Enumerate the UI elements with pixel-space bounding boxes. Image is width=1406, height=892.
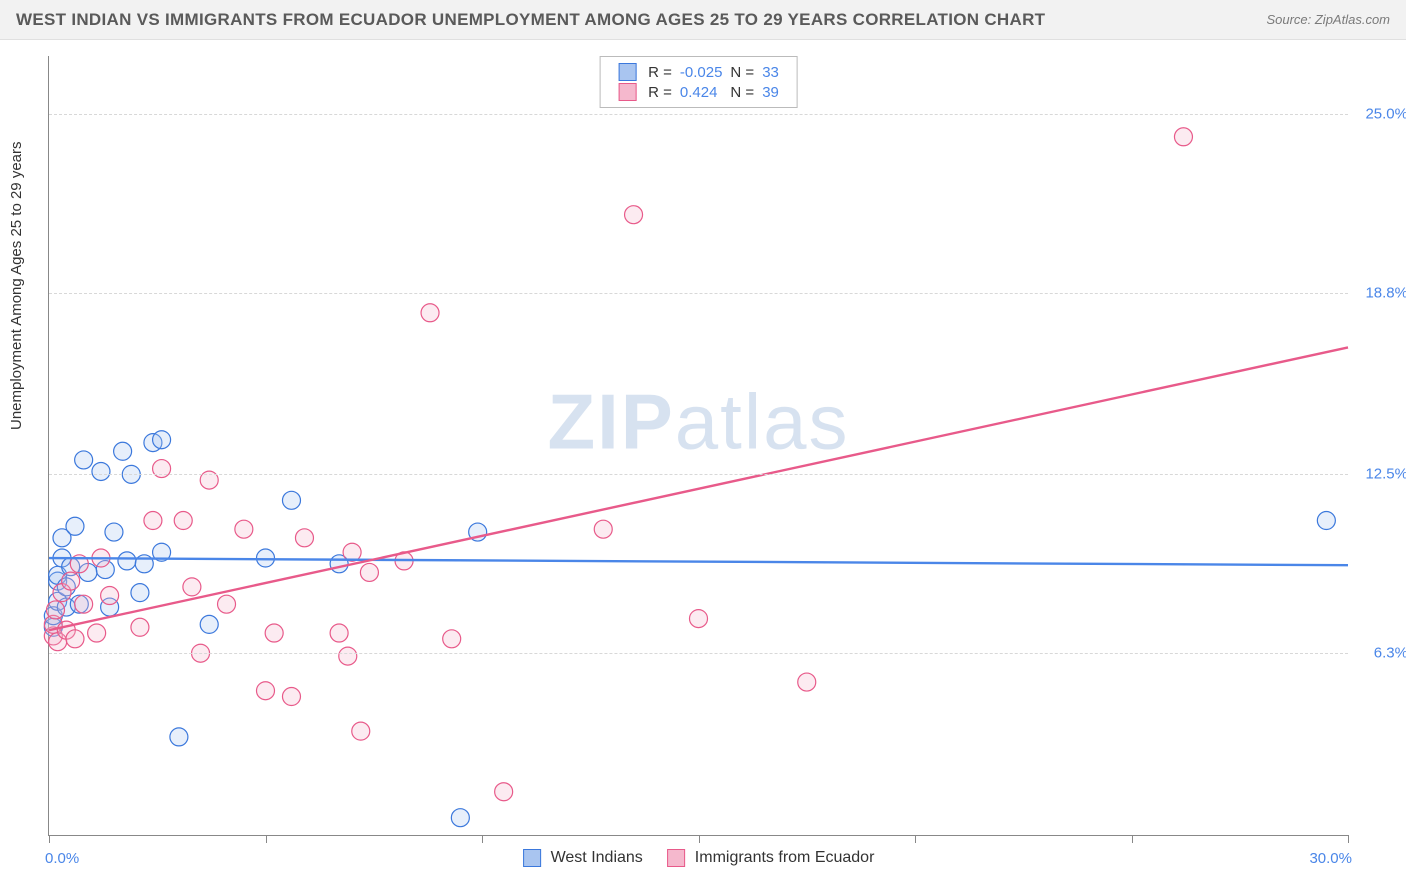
data-point-series-1 [174, 512, 192, 530]
source-attribution: Source: ZipAtlas.com [1266, 12, 1390, 27]
gridline-h [49, 653, 1348, 654]
x-tick [915, 835, 916, 843]
legend-bottom-label-1: Immigrants from Ecuador [695, 849, 875, 867]
x-tick [699, 835, 700, 843]
legend-row-1: R = 0.424 N = 39 [618, 83, 779, 101]
gridline-h [49, 474, 1348, 475]
data-point-series-1 [690, 610, 708, 628]
gridline-h [49, 114, 1348, 115]
r-label-0: R = [648, 63, 672, 81]
y-tick-label: 6.3% [1374, 645, 1406, 662]
data-point-series-1 [495, 783, 513, 801]
data-point-series-1 [443, 630, 461, 648]
correlation-legend: R = -0.025 N = 33 R = 0.424 N = 39 [599, 56, 798, 108]
plot-area: ZIPatlas R = -0.025 N = 33 R = 0.424 N =… [48, 56, 1348, 836]
scatter-plot-svg [49, 56, 1348, 835]
legend-row-0: R = -0.025 N = 33 [618, 63, 779, 81]
data-point-series-1 [101, 587, 119, 605]
x-axis-max-label: 30.0% [1309, 850, 1352, 867]
n-label-0: N = [730, 63, 754, 81]
x-tick [1348, 835, 1349, 843]
n-label-1: N = [730, 83, 754, 101]
y-tick-label: 18.8% [1365, 284, 1406, 301]
data-point-series-0 [75, 451, 93, 469]
data-point-series-1 [360, 563, 378, 581]
data-point-series-0 [114, 442, 132, 460]
title-bar: WEST INDIAN VS IMMIGRANTS FROM ECUADOR U… [0, 0, 1406, 40]
y-tick-label: 25.0% [1365, 105, 1406, 122]
trend-line-series-0 [49, 558, 1348, 565]
data-point-series-1 [330, 624, 348, 642]
data-point-series-1 [798, 673, 816, 691]
data-point-series-0 [1317, 512, 1335, 530]
data-point-series-0 [131, 584, 149, 602]
data-point-series-1 [282, 688, 300, 706]
data-point-series-1 [625, 206, 643, 224]
data-point-series-1 [46, 601, 64, 619]
data-point-series-1 [75, 595, 93, 613]
legend-item-1: Immigrants from Ecuador [667, 849, 875, 867]
data-point-series-1 [218, 595, 236, 613]
data-point-series-0 [200, 615, 218, 633]
data-point-series-1 [339, 647, 357, 665]
data-point-series-1 [235, 520, 253, 538]
data-point-series-1 [183, 578, 201, 596]
data-point-series-1 [62, 572, 80, 590]
legend-bottom-swatch-0 [523, 849, 541, 867]
x-tick [49, 835, 50, 843]
x-tick [266, 835, 267, 843]
r-value-1: 0.424 [680, 83, 723, 101]
r-label-1: R = [648, 83, 672, 101]
data-point-series-1 [265, 624, 283, 642]
data-point-series-1 [144, 512, 162, 530]
legend-bottom-label-0: West Indians [551, 849, 643, 867]
n-value-1: 39 [762, 83, 779, 101]
legend-item-0: West Indians [523, 849, 643, 867]
data-point-series-0 [118, 552, 136, 570]
data-point-series-1 [295, 529, 313, 547]
trend-line-series-1 [49, 347, 1348, 630]
n-value-0: 33 [762, 63, 779, 81]
x-tick [1132, 835, 1133, 843]
data-point-series-1 [594, 520, 612, 538]
data-point-series-1 [257, 682, 275, 700]
x-tick [482, 835, 483, 843]
gridline-h [49, 293, 1348, 294]
y-tick-label: 12.5% [1365, 466, 1406, 483]
data-point-series-1 [1174, 128, 1192, 146]
chart-title: WEST INDIAN VS IMMIGRANTS FROM ECUADOR U… [16, 10, 1045, 30]
x-axis-min-label: 0.0% [45, 850, 79, 867]
data-point-series-1 [421, 304, 439, 322]
legend-bottom-swatch-1 [667, 849, 685, 867]
data-point-series-1 [352, 722, 370, 740]
legend-swatch-0 [618, 63, 636, 81]
data-point-series-1 [66, 630, 84, 648]
series-legend: West Indians Immigrants from Ecuador [523, 849, 875, 867]
data-point-series-0 [153, 431, 171, 449]
data-point-series-0 [92, 462, 110, 480]
data-point-series-0 [105, 523, 123, 541]
r-value-0: -0.025 [680, 63, 723, 81]
data-point-series-0 [282, 491, 300, 509]
data-point-series-1 [88, 624, 106, 642]
data-point-series-0 [451, 809, 469, 827]
y-axis-label: Unemployment Among Ages 25 to 29 years [8, 141, 25, 430]
data-point-series-0 [66, 517, 84, 535]
legend-swatch-1 [618, 83, 636, 101]
data-point-series-0 [170, 728, 188, 746]
data-point-series-1 [131, 618, 149, 636]
